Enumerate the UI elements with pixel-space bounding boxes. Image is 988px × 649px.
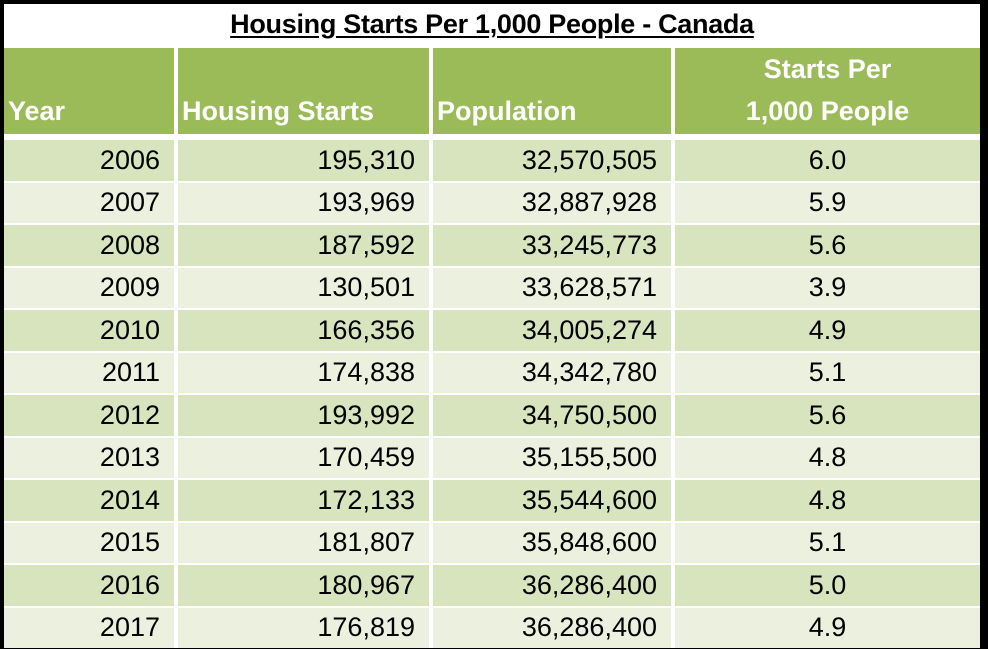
- cell-population: 34,005,274: [431, 308, 675, 352]
- cell-population: 36,286,400: [431, 563, 675, 607]
- table-row: 2015 181,807 35,848,600 5.1: [4, 520, 980, 564]
- header-starts-per-1000: Starts Per 1,000 People: [673, 48, 980, 137]
- header-year: Year: [4, 48, 178, 137]
- table-row: 2006 195,310 32,570,505 6.0: [4, 136, 980, 182]
- cell-housing-starts: 181,807: [176, 520, 433, 564]
- cell-starts-per-1000: 5.0: [673, 563, 980, 607]
- header-starts-per-line1: Starts Per: [763, 54, 892, 84]
- cell-housing-starts: 193,992: [176, 393, 433, 437]
- table-row: 2009 130,501 33,628,571 3.9: [4, 265, 980, 309]
- table-row: 2010 166,356 34,005,274 4.9: [4, 308, 980, 352]
- cell-year: 2009: [4, 265, 178, 309]
- cell-housing-starts: 193,969: [176, 180, 433, 224]
- table-row: 2012 193,992 34,750,500 5.6: [4, 393, 980, 437]
- title-row: Housing Starts Per 1,000 People - Canada: [4, 4, 980, 48]
- cell-population: 35,848,600: [431, 520, 675, 564]
- cell-year: 2010: [4, 308, 178, 352]
- table-row: 2013 170,459 35,155,500 4.8: [4, 435, 980, 479]
- header-population: Population: [431, 48, 675, 137]
- cell-population: 35,544,600: [431, 478, 675, 522]
- cell-housing-starts: 180,967: [176, 563, 433, 607]
- cell-starts-per-1000: 5.9: [673, 180, 980, 224]
- cell-housing-starts: 195,310: [176, 136, 433, 182]
- table-row: 2007 193,969 32,887,928 5.9: [4, 180, 980, 224]
- cell-population: 33,628,571: [431, 265, 675, 309]
- cell-housing-starts: 187,592: [176, 223, 433, 267]
- cell-population: 36,286,400: [431, 605, 675, 648]
- header-starts-per-line2: 1,000 People: [745, 96, 910, 126]
- cell-population: 32,887,928: [431, 180, 675, 224]
- table-row: 2014 172,133 35,544,600 4.8: [4, 478, 980, 522]
- header-row: Year Housing Starts Population Starts Pe…: [4, 48, 980, 137]
- header-housing-starts: Housing Starts: [176, 48, 433, 137]
- cell-starts-per-1000: 4.9: [673, 308, 980, 352]
- cell-starts-per-1000: 5.1: [673, 350, 980, 394]
- cell-year: 2015: [4, 520, 178, 564]
- cell-year: 2011: [4, 350, 178, 394]
- cell-starts-per-1000: 5.1: [673, 520, 980, 564]
- cell-starts-per-1000: 3.9: [673, 265, 980, 309]
- table-row: 2008 187,592 33,245,773 5.6: [4, 223, 980, 267]
- cell-starts-per-1000: 4.9: [673, 605, 980, 648]
- table-title: Housing Starts Per 1,000 People - Canada: [230, 9, 754, 39]
- cell-population: 32,570,505: [431, 136, 675, 182]
- cell-year: 2006: [4, 136, 178, 182]
- cell-year: 2007: [4, 180, 178, 224]
- cell-starts-per-1000: 4.8: [673, 435, 980, 479]
- cell-year: 2014: [4, 478, 178, 522]
- cell-year: 2016: [4, 563, 178, 607]
- cell-year: 2017: [4, 605, 178, 648]
- header-housing-starts-label: Housing Starts: [182, 96, 375, 126]
- cell-housing-starts: 170,459: [176, 435, 433, 479]
- cell-housing-starts: 166,356: [176, 308, 433, 352]
- table-body: 2006 195,310 32,570,505 6.0 2007 193,969 32,88…: [4, 136, 980, 648]
- cell-population: 34,342,780: [431, 350, 675, 394]
- cell-housing-starts: 172,133: [176, 478, 433, 522]
- cell-population: 33,245,773: [431, 223, 675, 267]
- cell-starts-per-1000: 5.6: [673, 393, 980, 437]
- cell-year: 2008: [4, 223, 178, 267]
- cell-housing-starts: 176,819: [176, 605, 433, 648]
- cell-year: 2012: [4, 393, 178, 437]
- cell-year: 2013: [4, 435, 178, 479]
- table-row: 2017 176,819 36,286,400 4.9: [4, 605, 980, 648]
- header-population-label: Population: [437, 96, 577, 126]
- cell-starts-per-1000: 6.0: [673, 136, 980, 182]
- cell-housing-starts: 130,501: [176, 265, 433, 309]
- cell-housing-starts: 174,838: [176, 350, 433, 394]
- cell-population: 34,750,500: [431, 393, 675, 437]
- header-year-label: Year: [8, 96, 66, 126]
- cell-starts-per-1000: 4.8: [673, 478, 980, 522]
- table-row: 2011 174,838 34,342,780 5.1: [4, 350, 980, 394]
- cell-population: 35,155,500: [431, 435, 675, 479]
- cell-starts-per-1000: 5.6: [673, 223, 980, 267]
- housing-starts-table: Year Housing Starts Population Starts Pe…: [4, 48, 980, 648]
- table-row: 2016 180,967 36,286,400 5.0: [4, 563, 980, 607]
